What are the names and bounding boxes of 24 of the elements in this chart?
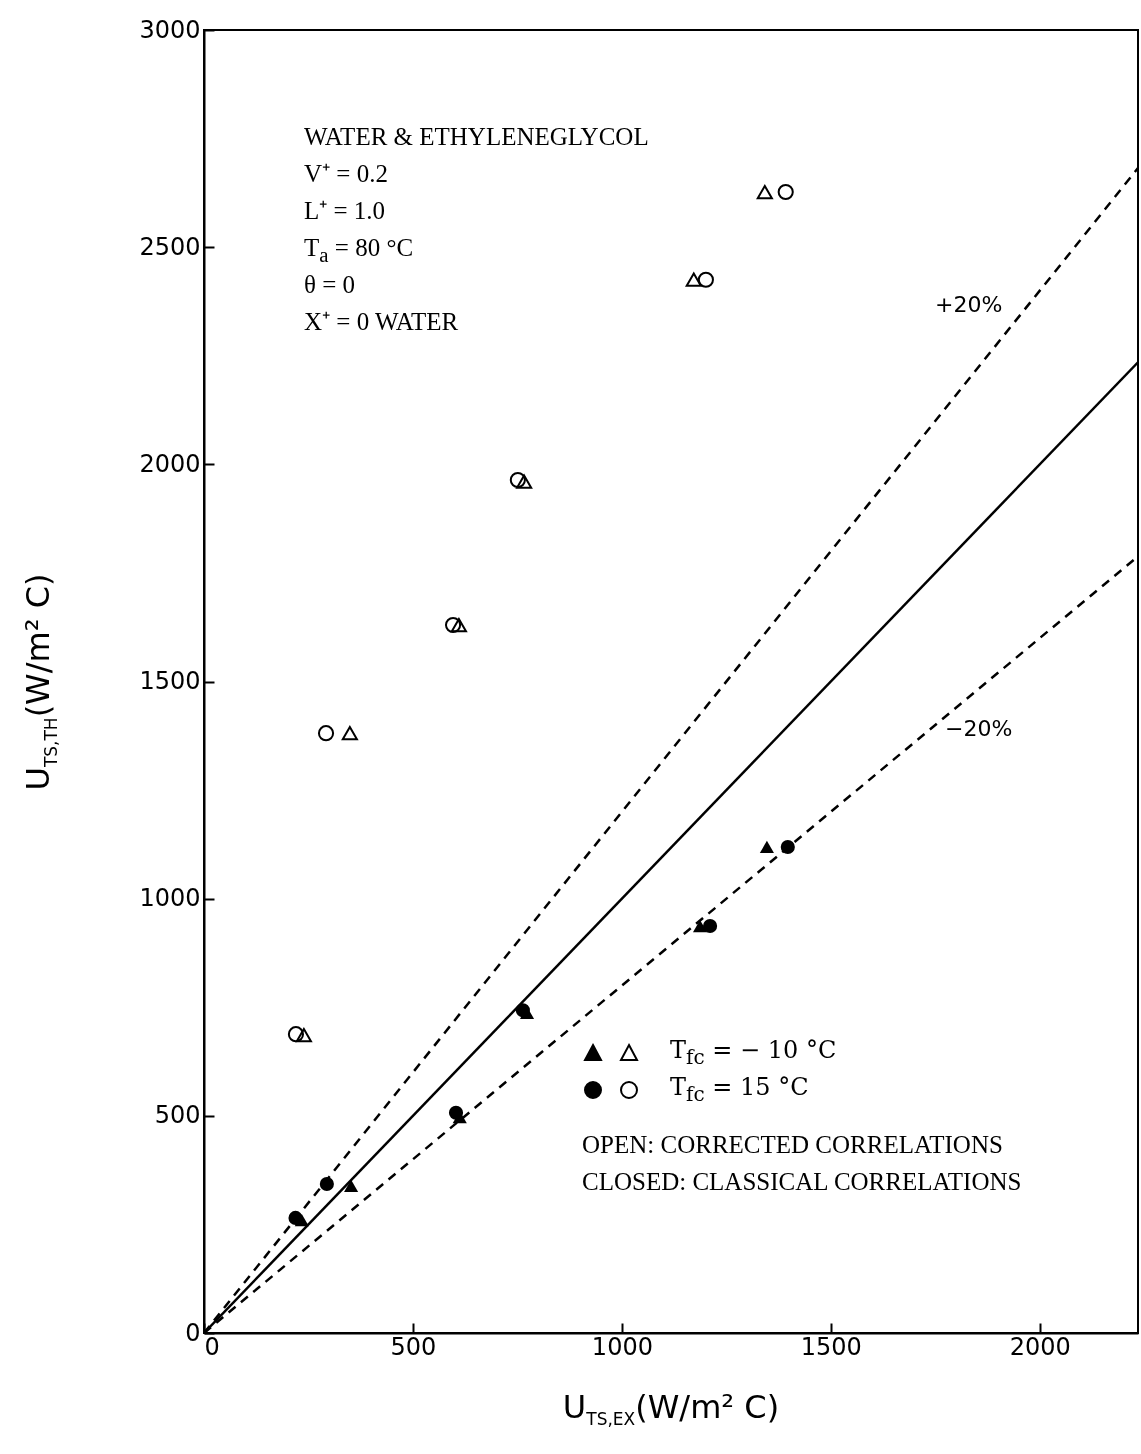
annotation: X⁺ = 0 WATER [304,307,459,337]
x-tick-label: 1500 [800,1332,862,1361]
annotation: θ = 0 [304,270,356,300]
legend-label: T$_{fc}$ = − 10 °C [670,1036,837,1069]
y-tick-label: 1500 [139,667,201,695]
annotation: +20% [935,291,1003,319]
legend-label: T$_{fc}$ = 15 °C [670,1073,809,1106]
annotation: V⁺ = 0.2 [304,159,388,189]
x-tick-label: 1000 [591,1332,653,1361]
x-tick-label: 0 [204,1332,220,1361]
y-tick-label: 3000 [139,15,201,44]
annotation: L⁺ = 1.0 [304,196,386,226]
annotation: −20% [945,715,1013,743]
y-tick-label: 1000 [139,884,201,913]
x-tick-label: 2000 [1009,1332,1071,1361]
y-tick-label: 500 [154,1101,201,1130]
annotation: WATER & ETHYLENEGLYCOL [304,122,649,152]
annotation: OPEN: CORRECTED CORRELATIONS [582,1130,1003,1160]
x-axis-title: U$_{TS,EX}$(W/m² C) [562,1388,780,1430]
x-tick-label: 500 [390,1332,437,1361]
annotation: CLOSED: CLASSICAL CORRELATIONS [582,1167,1022,1197]
y-tick-label: 2500 [139,232,201,261]
y-tick-label: 2000 [139,449,201,478]
annotation: T$_{a}$ = 80 °C [304,234,414,267]
